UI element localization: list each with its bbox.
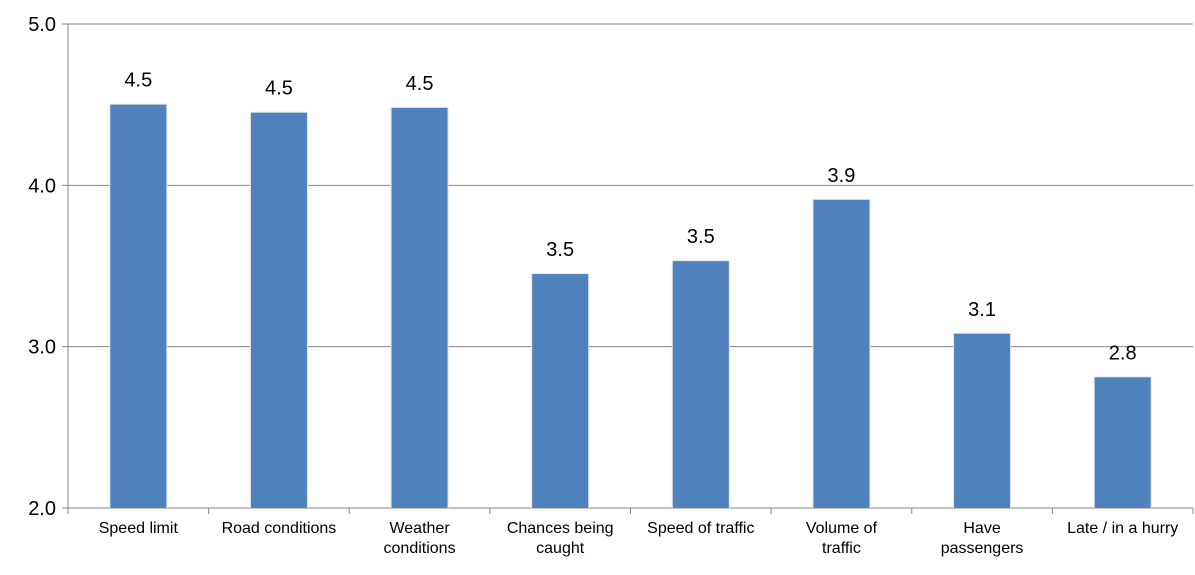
x-tick-label-line: Speed limit: [99, 520, 179, 537]
x-tick-label-line: passengers: [941, 540, 1024, 557]
bar: [672, 261, 729, 508]
data-label: 3.1: [968, 299, 996, 321]
x-tick-label-line: Road conditions: [222, 520, 337, 537]
x-tick-label-line: Volume of: [806, 520, 878, 537]
y-tick-label: 4.0: [28, 175, 56, 197]
bar: [110, 104, 167, 509]
x-tick-labels: Speed limit Road conditions Weather conditi…: [99, 520, 1179, 557]
x-tick-label-line: traffic: [822, 540, 861, 557]
x-tick-label: Chances being caught: [507, 520, 614, 557]
bar: [250, 112, 307, 508]
x-tick-label: Have passengers: [941, 520, 1024, 557]
x-tick-label: Volume of traffic: [806, 520, 878, 557]
data-label: 2.8: [1109, 342, 1137, 364]
bar: [532, 274, 589, 508]
x-tick-label-line: Weather: [389, 520, 450, 537]
data-label: 3.5: [687, 226, 715, 248]
data-label: 3.9: [828, 165, 856, 187]
x-tick-label-line: Chances being: [507, 520, 614, 537]
data-label: 4.5: [124, 70, 152, 92]
bars: [109, 103, 1152, 509]
x-tick-label-line: conditions: [384, 540, 456, 557]
bar: [391, 107, 448, 508]
y-tick-label: 3.0: [28, 337, 56, 359]
bar: [954, 333, 1011, 508]
bar: [813, 199, 870, 508]
y-tick-label: 5.0: [28, 14, 56, 36]
data-labels: 4.5 4.5 4.5 3.5 3.5 3.9 3.1 2.8: [124, 70, 1136, 365]
x-tick-label: Speed limit: [99, 520, 179, 537]
axes: [62, 23, 1194, 514]
x-tick-label: Weather conditions: [384, 520, 456, 557]
y-tick-labels: 2.0 3.0 4.0 5.0: [28, 14, 56, 520]
x-tick-label-line: Late / in a hurry: [1067, 520, 1178, 537]
x-tick-label-line: caught: [536, 540, 585, 557]
x-tick-label-line: Have: [963, 520, 1000, 537]
data-label: 3.5: [546, 239, 574, 261]
bar: [1094, 377, 1151, 508]
x-tick-label: Late / in a hurry: [1067, 520, 1178, 537]
data-label: 4.5: [265, 78, 293, 100]
data-label: 4.5: [406, 73, 434, 95]
y-tick-label: 2.0: [28, 498, 56, 520]
x-tick-label: Road conditions: [222, 520, 337, 537]
gridlines: [68, 23, 1193, 348]
x-tick-label-line: Speed of traffic: [647, 520, 754, 537]
x-tick-label: Speed of traffic: [647, 520, 754, 537]
